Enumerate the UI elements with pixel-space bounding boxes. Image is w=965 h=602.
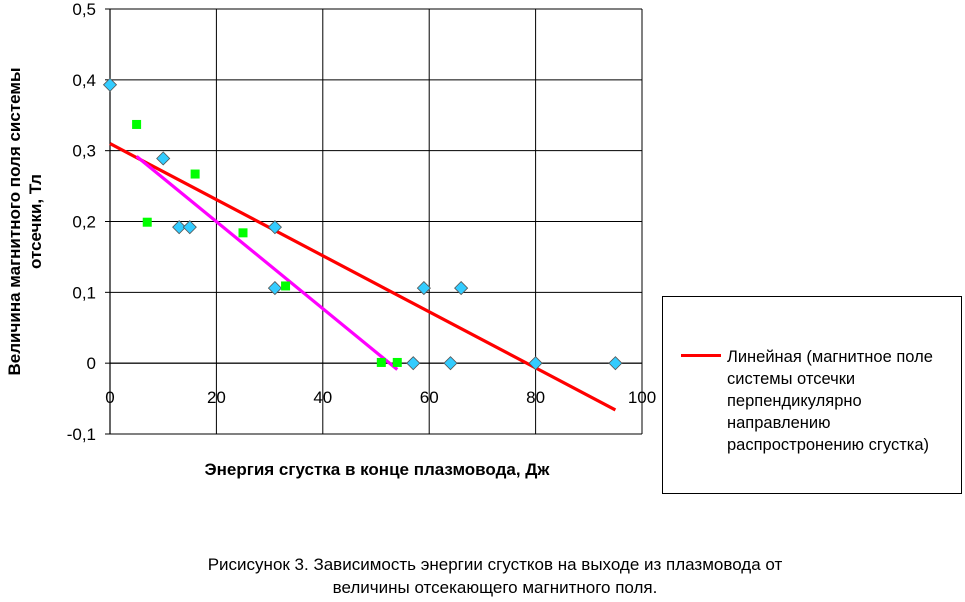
y-tick-label: 0,2: [72, 213, 96, 232]
diamond-point: [454, 281, 469, 296]
diamond-point: [608, 356, 623, 371]
data-points: [102, 77, 623, 371]
y-tick-label: 0,5: [72, 0, 96, 19]
y-axis-title-line: Величина магнитного поля системы: [5, 68, 24, 376]
legend-label-line: направлению: [727, 414, 831, 432]
square-point: [376, 357, 386, 367]
diamond-point: [182, 220, 197, 235]
diamond-point: [528, 356, 543, 371]
legend-label-line: перпендикулярно: [727, 392, 862, 410]
y-axis-title-line: отсечки, Тл: [26, 174, 45, 269]
square-point: [392, 357, 402, 367]
square-point: [142, 217, 152, 227]
figure-caption: Рисисунок 3. Зависимость энергии сгустко…: [0, 553, 965, 599]
diamond-point: [102, 77, 118, 92]
x-tick-label: 100: [628, 388, 656, 407]
legend-label-line: распростронению сгустка): [727, 436, 930, 454]
legend-label-line: Линейная (магнитное поле: [727, 348, 933, 366]
x-tick-label: 0: [105, 388, 114, 407]
diamond-point: [416, 281, 431, 296]
diamond-point: [267, 281, 282, 296]
trend-lines: [109, 142, 617, 412]
caption-line: Рисисунок 3. Зависимость энергии сгустко…: [207, 555, 783, 574]
diamond-point: [156, 151, 171, 166]
legend-label: Линейная (магнитное поле системы отсечки…: [727, 346, 959, 456]
y-tick-label: 0,4: [72, 71, 96, 90]
y-tick-label: 0,1: [72, 283, 96, 302]
x-axis-title: Энергия сгустка в конце плазмовода, Дж: [205, 460, 551, 479]
trend-line: [135, 155, 399, 371]
x-tick-label: 80: [526, 388, 545, 407]
trend-line: [109, 142, 617, 412]
legend-line-marker: [681, 354, 721, 357]
x-tick-label: 20: [207, 388, 226, 407]
square-point: [132, 119, 142, 129]
diamond-point: [406, 356, 421, 371]
caption-line: величины отсекающего магнитного поля.: [332, 578, 658, 597]
diamond-point: [443, 356, 458, 371]
diamond-point: [172, 220, 187, 235]
y-tick-label: -0,1: [67, 425, 96, 444]
square-point: [281, 281, 291, 291]
legend-label-line: системы отсечки: [727, 370, 856, 388]
y-tick-label: 0: [87, 354, 96, 373]
tick-labels: -0,1 0 0,1 0,2 0,3 0,4 0,5 0 20 40 60 80 100: [67, 0, 656, 444]
x-tick-label: 60: [420, 388, 439, 407]
square-point: [190, 169, 200, 179]
square-point: [238, 228, 248, 238]
x-tick-label: 40: [313, 388, 332, 407]
legend: Линейная (магнитное поле системы отсечки…: [662, 296, 962, 494]
axis-titles: Энергия сгустка в конце плазмовода, Дж Ве…: [5, 68, 550, 479]
y-axis-title: Величина магнитного поля системы отсечки,…: [5, 68, 45, 376]
diamond-point: [267, 220, 282, 235]
y-tick-label: 0,3: [72, 142, 96, 161]
